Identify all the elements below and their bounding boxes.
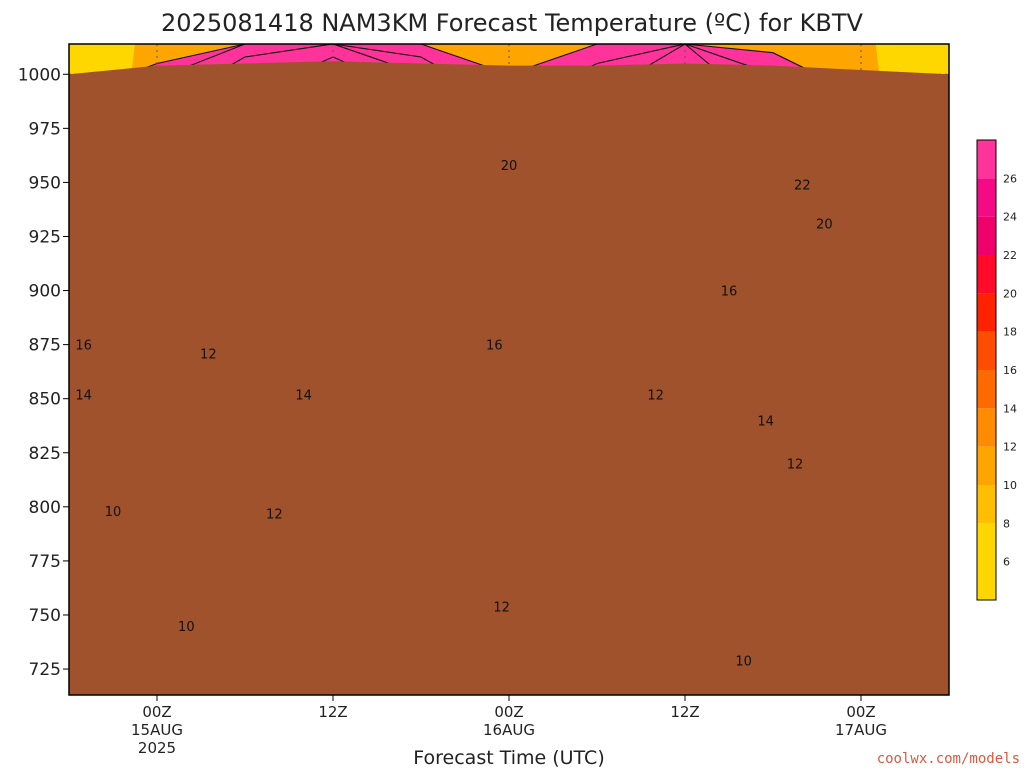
y-tick-label-750: 750 [29,606,61,626]
y-tick-label-1000: 1000 [18,65,61,85]
y-tick-label-825: 825 [29,444,61,464]
colorbar-band-16 [977,331,996,370]
colorbar-band-26 [977,140,996,179]
contour-label-9: 14 [295,388,312,403]
colorbar-band-8 [977,485,996,524]
colorbar-band-18 [977,293,996,332]
contour-label-11: 16 [75,339,92,354]
colorbar-label-16: 16 [1003,364,1017,377]
contour-label-6: 12 [647,388,664,403]
x-tick-label-0-1: 00Z [142,703,171,721]
contour-label-8: 14 [75,388,92,403]
colorbar-label-22: 22 [1003,249,1017,262]
colorbar-band-12 [977,408,996,447]
colorbar-label-20: 20 [1003,287,1017,300]
colorbar-band-24 [977,178,996,217]
colorbar-band-4 [977,523,996,600]
contour-labels: 10 10 10 12 12 12 12 12 14 14 14 16 16 16 20 20 22 [75,159,832,669]
colorbar-label-10: 10 [1003,479,1017,492]
colorbar-band-10 [977,446,996,485]
contour-label-5: 12 [493,600,510,615]
credit-text: coolwx.com/models [877,751,1020,767]
colorbar-label-14: 14 [1003,402,1017,415]
contour-label-13: 16 [721,285,738,300]
colorbar-label-26: 26 [1003,172,1017,185]
contour-label-16: 22 [794,179,811,194]
contour-label-1: 10 [105,505,122,520]
colorbar-label-12: 12 [1003,441,1017,454]
x-tick-label-2-2: 16AUG [483,721,535,739]
x-axis-label: Forecast Time (UTC) [413,747,604,768]
chart-title: 2025081418 NAM3KM Forecast Temperature (… [161,9,864,37]
y-tick-label-725: 725 [29,660,61,680]
y-tick-label-900: 900 [29,282,61,302]
x-tick-label-2-1: 00Z [494,703,523,721]
colorbar-band-20 [977,255,996,294]
x-tick-label-0-3: 2025 [138,739,176,757]
colorbar-band-22 [977,216,996,255]
contour-label-4: 12 [200,347,217,362]
contour-label-10: 14 [757,414,774,429]
contour-label-2: 10 [735,654,752,669]
y-tick-label-925: 925 [29,227,61,247]
x-tick-label-4-1: 00Z [846,703,875,721]
contour-label-12: 16 [486,339,503,354]
y-axis: 725 750 775 800 825 850 875 900 925 950 975 1000 [18,65,69,680]
y-tick-label-800: 800 [29,498,61,518]
contour-label-15: 20 [816,218,833,233]
x-tick-label-4-2: 17AUG [835,721,887,739]
colorbar-frame [976,139,997,601]
plot-area: 10 10 10 12 12 12 12 12 14 14 14 16 16 16 20 20 22 [68,43,950,696]
colorbar-label-8: 8 [1003,517,1010,530]
x-tick-label-3-1: 12Z [670,703,699,721]
colorbar: 26 24 22 20 18 16 14 12 10 8 6 [976,139,1017,601]
y-tick-label-850: 850 [29,390,61,410]
y-tick-label-775: 775 [29,552,61,572]
ground-surface [69,61,949,696]
x-tick-label-0-2: 15AUG [131,721,183,739]
colorbar-tick-labels: 26 24 22 20 18 16 14 12 10 8 6 [1003,172,1017,568]
contour-label-0: 10 [178,620,195,635]
contour-label-14: 20 [501,159,518,174]
y-tick-label-875: 875 [29,336,61,356]
contour-label-7: 12 [787,458,804,473]
y-tick-label-975: 975 [29,119,61,139]
y-tick-label-950: 950 [29,173,61,193]
x-tick-label-1-1: 12Z [318,703,347,721]
colorbar-band-14 [977,370,996,409]
colorbar-label-6: 6 [1003,556,1010,569]
contour-label-3: 12 [266,507,283,522]
colorbar-label-24: 24 [1003,211,1017,224]
colorbar-bands [977,140,996,600]
colorbar-label-18: 18 [1003,326,1017,339]
